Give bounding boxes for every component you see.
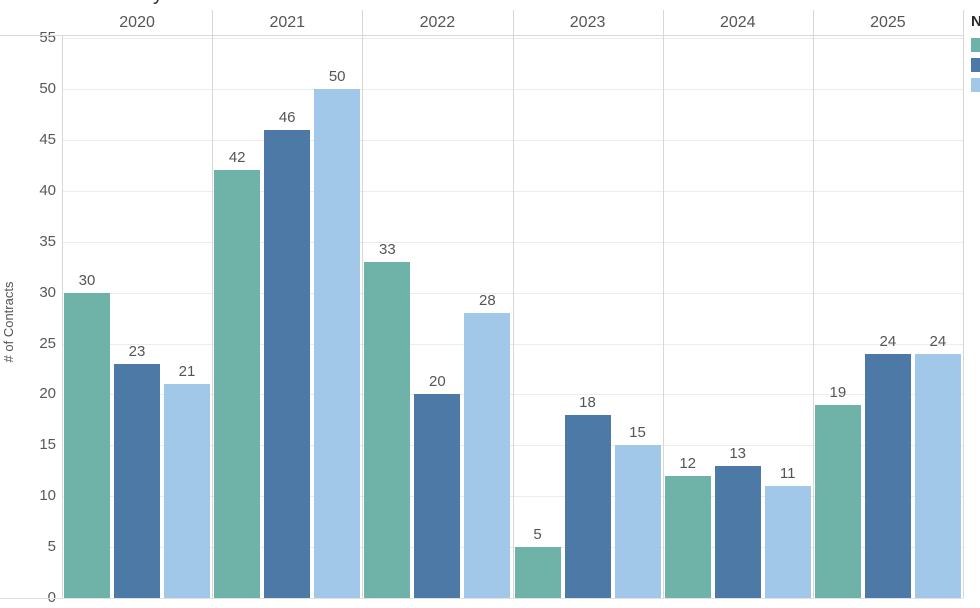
gridline-35 (62, 241, 963, 243)
bar-2021-s3[interactable] (314, 89, 361, 598)
year-header-2022[interactable]: 2022 (419, 14, 456, 31)
y-tick-15: 15 (39, 436, 56, 454)
legend: N (971, 12, 980, 92)
header-underline (0, 35, 963, 36)
bar-2024-s2[interactable] (714, 466, 761, 598)
bar-2022-s1[interactable] (364, 262, 411, 598)
bar-value-label: 33 (378, 241, 396, 258)
bar-value-label: 42 (228, 149, 246, 166)
legend-swatch-1[interactable] (971, 38, 980, 52)
bar-2020-s3[interactable] (164, 384, 210, 598)
gridline-25 (62, 343, 963, 345)
y-tick-35: 35 (39, 232, 56, 250)
bar-2024-s1[interactable] (664, 476, 711, 598)
bar-value-label: 12 (679, 455, 696, 472)
y-tick-55: 55 (39, 29, 56, 47)
bar-value-label: 20 (428, 373, 446, 390)
year-header-2023[interactable]: 2023 (569, 14, 606, 31)
bar-2024-s3[interactable] (764, 486, 811, 598)
gridline-15 (62, 445, 963, 447)
bar-2022-s3[interactable] (464, 313, 511, 598)
y-axis-title: # of Contracts (1, 281, 16, 363)
year-header-2024[interactable]: 2024 (719, 14, 756, 31)
page-title-fragment: y (153, 0, 163, 6)
x-axis-line (0, 598, 963, 599)
gridline-20 (62, 394, 963, 396)
bar-value-label: 24 (879, 333, 897, 350)
bar-value-label: 24 (929, 333, 947, 350)
bar-2021-s1[interactable] (214, 170, 261, 598)
y-axis-line (62, 35, 63, 598)
bar-value-label: 21 (178, 363, 196, 380)
bar-2022-s2[interactable] (414, 394, 461, 598)
bar-value-label: 50 (328, 68, 346, 85)
panel-divider (663, 10, 664, 598)
bar-2020-s2[interactable] (114, 364, 160, 598)
bar-value-label: 11 (779, 465, 796, 482)
year-header-2025[interactable]: 2025 (870, 14, 906, 31)
y-tick-40: 40 (39, 181, 56, 199)
bar-value-label: 30 (78, 272, 96, 289)
bar-value-label: 46 (278, 109, 296, 126)
bar-2021-s2[interactable] (264, 130, 311, 598)
bar-value-label: 23 (128, 343, 146, 360)
legend-title-fragment: N (971, 13, 980, 30)
year-header-2020[interactable]: 2020 (119, 14, 155, 31)
panel-divider (212, 10, 213, 598)
bar-value-label: 13 (729, 445, 746, 462)
gridline-55 (62, 38, 963, 40)
bar-2023-s3[interactable] (614, 445, 661, 598)
bar-value-label: 19 (829, 384, 847, 401)
bar-value-label: 18 (579, 394, 596, 411)
y-tick-0: 0 (14, 590, 56, 606)
y-tick-45: 45 (39, 130, 56, 148)
bar-value-label: 28 (478, 292, 496, 309)
gridline-45 (62, 139, 963, 141)
legend-swatch-3[interactable] (971, 78, 980, 92)
y-tick-30: 30 (39, 283, 56, 301)
bar-2025-s3[interactable] (914, 354, 961, 598)
bar-2025-s2[interactable] (864, 354, 911, 598)
y-tick-20: 20 (39, 385, 56, 403)
bar-2020-s1[interactable] (64, 293, 110, 598)
panel-divider (362, 10, 363, 598)
y-tick-25: 25 (39, 334, 56, 352)
panel-divider (813, 10, 814, 598)
gridline-40 (62, 190, 963, 192)
legend-swatches (971, 38, 980, 92)
gridline-10 (62, 496, 963, 498)
bar-2025-s1[interactable] (814, 405, 861, 598)
year-header-2021[interactable]: 2021 (269, 14, 306, 31)
panel-divider (513, 10, 514, 598)
gridline-5 (62, 547, 963, 549)
plot-right-border (963, 10, 964, 598)
bar-value-label: 15 (629, 424, 646, 441)
gridline-50 (62, 89, 963, 90)
gridline-30 (62, 292, 963, 294)
y-tick-50: 50 (39, 80, 56, 97)
y-tick-5: 5 (47, 538, 56, 556)
y-tick-10: 10 (39, 487, 56, 505)
legend-swatch-2[interactable] (971, 58, 980, 72)
bar-2023-s2[interactable] (564, 415, 611, 598)
bar-value-label: 5 (533, 526, 542, 543)
bar-2023-s1[interactable] (514, 547, 561, 598)
